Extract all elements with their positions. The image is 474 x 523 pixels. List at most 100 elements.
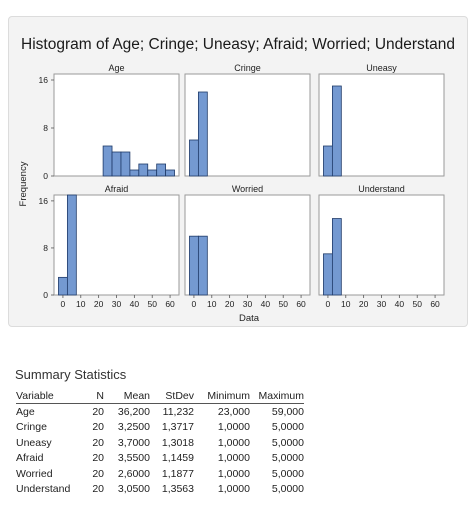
- cell-maximum: 5,0000: [271, 421, 304, 434]
- histogram-bar: [165, 169, 175, 177]
- histogram-bar: [66, 194, 77, 296]
- cell-n: 20: [92, 452, 104, 465]
- cell-minimum: 1,0000: [217, 436, 250, 449]
- cell-stdev: 1,3018: [161, 436, 194, 449]
- x-tick-label: 40: [130, 299, 140, 309]
- histogram-bar: [120, 151, 131, 177]
- histogram-bar: [331, 218, 342, 296]
- x-tick-label: 50: [412, 299, 422, 309]
- x-tick-label: 20: [94, 299, 104, 309]
- x-tick-label: 50: [147, 299, 157, 309]
- cell-stdev: 1,1459: [161, 452, 194, 465]
- cell-variable: Understand: [16, 483, 71, 496]
- cell-minimum: 1,0000: [217, 483, 250, 496]
- cell-n: 20: [92, 467, 104, 480]
- x-tick-label: 60: [165, 299, 175, 309]
- histogram-bar: [331, 85, 342, 177]
- cell-maximum: 5,0000: [271, 467, 304, 480]
- x-axis-label: Data: [239, 313, 260, 324]
- cell-maximum: 5,0000: [271, 483, 304, 496]
- histogram-bar: [197, 91, 208, 177]
- x-tick-label: 0: [326, 299, 331, 309]
- col-header-mean: Mean: [104, 389, 150, 404]
- x-tick-label: 10: [76, 299, 86, 309]
- cell-variable: Uneasy: [16, 436, 52, 449]
- cell-mean: 2,6000: [117, 467, 150, 480]
- cell-minimum: 23,000: [217, 405, 250, 418]
- col-header-stdev: StDev: [150, 389, 194, 404]
- x-tick-label: 50: [278, 299, 288, 309]
- histogram-bar: [197, 235, 208, 296]
- x-tick-label: 20: [359, 299, 369, 309]
- histogram-chart: Histogram of Age; Cringe; Uneasy; Afraid…: [18, 36, 455, 324]
- table-row: Age 20 36,200 11,232 23,000 59,000: [16, 404, 304, 420]
- facet-grid: Age 0 8 16 Cringe Uneasy Afraid 0 10 20 30 40 50 60 0 8…: [39, 63, 445, 309]
- histogram-bar: [129, 169, 140, 177]
- y-tick-label: 8: [43, 243, 48, 253]
- x-tick-label: 0: [61, 299, 66, 309]
- cell-minimum: 1,0000: [217, 421, 250, 434]
- y-tick-label: 0: [43, 171, 48, 181]
- cell-maximum: 5,0000: [271, 452, 304, 465]
- histogram-bar: [323, 253, 333, 296]
- table-row: Cringe 20 3,2500 1,3717 1,0000 5,0000: [16, 420, 304, 436]
- col-header-n: N: [86, 389, 104, 404]
- col-header-maximum: Maximum: [250, 389, 304, 404]
- x-tick-label: 10: [341, 299, 351, 309]
- cell-variable: Afraid: [16, 452, 44, 465]
- y-tick-label: 16: [39, 75, 49, 85]
- y-tick-label: 16: [39, 196, 49, 206]
- facet-label: Worried: [232, 184, 263, 194]
- x-tick-label: 0: [192, 299, 197, 309]
- facet-label: Cringe: [234, 63, 261, 73]
- x-tick-label: 30: [112, 299, 122, 309]
- x-tick-label: 30: [377, 299, 387, 309]
- chart-panel: Histogram of Age; Cringe; Uneasy; Afraid…: [8, 16, 468, 327]
- col-header-minimum: Minimum: [194, 389, 250, 404]
- cell-mean: 3,5500: [117, 452, 150, 465]
- cell-maximum: 59,000: [271, 405, 304, 418]
- y-axis-label: Frequency: [18, 161, 29, 206]
- facet-panel: Understand 0 10 20 30 40 50 60: [318, 184, 445, 309]
- cell-variable: Worried: [16, 467, 53, 480]
- facet-label: Age: [108, 63, 124, 73]
- cell-n: 20: [92, 405, 104, 418]
- x-tick-label: 40: [261, 299, 271, 309]
- cell-n: 20: [92, 483, 104, 496]
- cell-stdev: 1,3717: [161, 421, 194, 434]
- x-tick-label: 60: [430, 299, 440, 309]
- x-tick-label: 20: [225, 299, 235, 309]
- summary-header-row: Variable N Mean StDev Minimum Maximum: [16, 389, 304, 404]
- table-row: Afraid 20 3,5500 1,1459 1,0000 5,0000: [16, 451, 304, 467]
- cell-stdev: 1,3563: [161, 483, 194, 496]
- y-tick-label: 0: [43, 290, 48, 300]
- facet-panel: Afraid 0 10 20 30 40 50 60 0 8 16: [39, 184, 180, 309]
- table-row: Uneasy 20 3,7000 1,3018 1,0000 5,0000: [16, 435, 304, 451]
- cell-mean: 3,0500: [117, 483, 150, 496]
- histogram-bar: [58, 276, 68, 296]
- x-tick-label: 10: [207, 299, 217, 309]
- histogram-bar: [102, 145, 113, 177]
- cell-mean: 36,200: [117, 405, 150, 418]
- facet-label: Afraid: [105, 184, 129, 194]
- table-row: Understand 20 3,0500 1,3563 1,0000 5,000…: [16, 482, 304, 498]
- cell-n: 20: [92, 421, 104, 434]
- summary-title: Summary Statistics: [15, 367, 127, 382]
- facet-label: Understand: [358, 184, 405, 194]
- facet-panel: Cringe: [184, 63, 311, 177]
- facet-panel: Worried 0 10 20 30 40 50 60: [184, 184, 311, 309]
- histogram-bar: [323, 145, 333, 177]
- cell-mean: 3,7000: [117, 436, 150, 449]
- facet-panel: Age 0 8 16: [39, 63, 180, 181]
- x-tick-label: 60: [296, 299, 306, 309]
- cell-stdev: 11,232: [162, 405, 194, 418]
- histogram-bar: [111, 151, 122, 177]
- histogram-bar: [189, 139, 199, 177]
- histogram-bar: [138, 163, 149, 177]
- y-tick-label: 8: [43, 123, 48, 133]
- facet-label: Uneasy: [366, 63, 397, 73]
- cell-mean: 3,2500: [117, 421, 150, 434]
- facet-panel: Uneasy: [318, 63, 445, 177]
- histogram-bar: [147, 169, 158, 177]
- cell-variable: Cringe: [16, 421, 47, 434]
